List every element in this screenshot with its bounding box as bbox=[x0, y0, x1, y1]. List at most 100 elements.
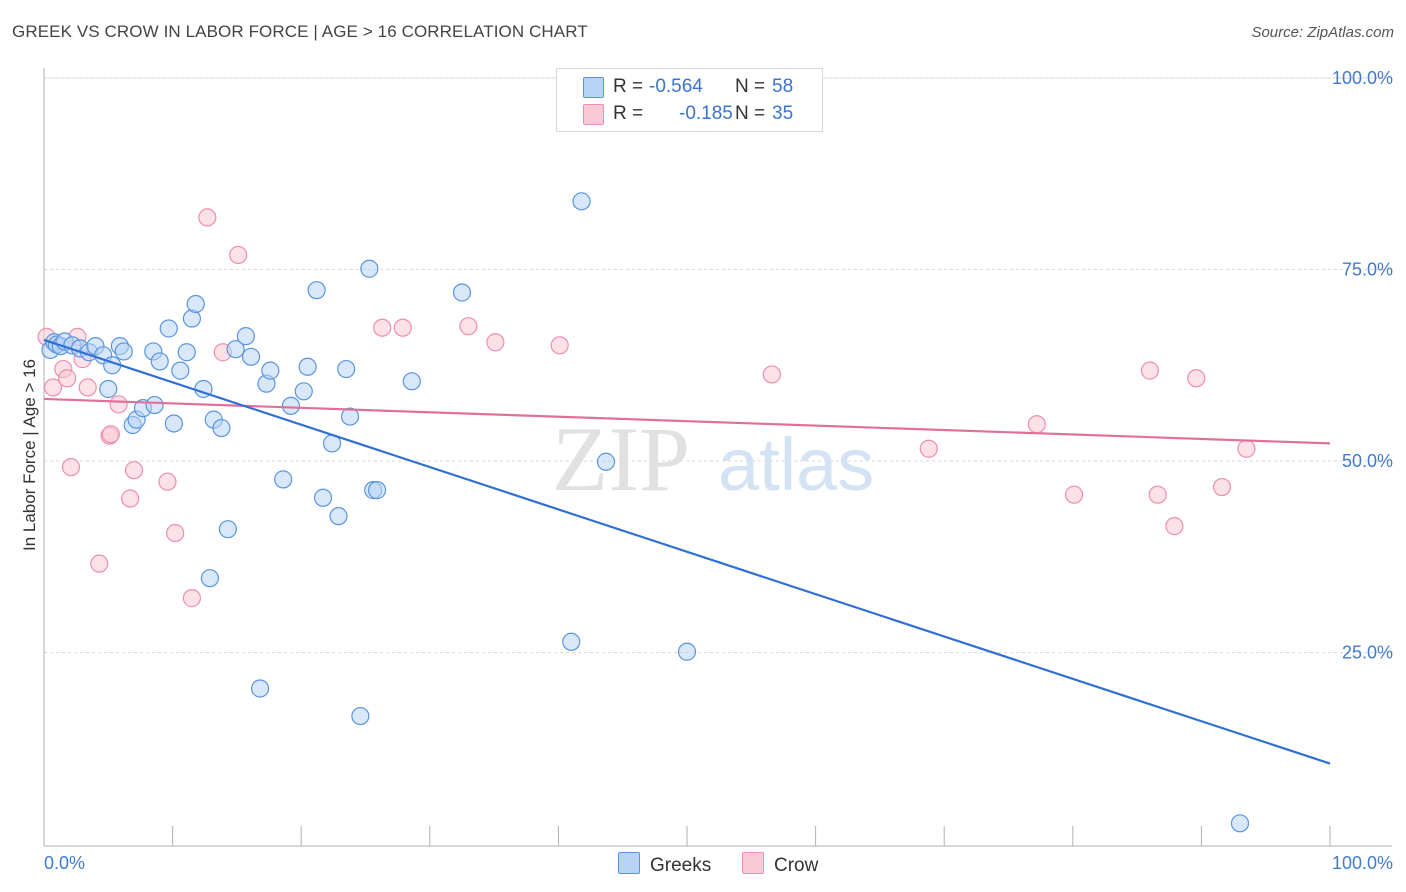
crow-point-21 bbox=[393, 318, 412, 337]
greeks-point-20 bbox=[159, 319, 178, 338]
crow-point-10 bbox=[101, 425, 120, 444]
crow-point-34 bbox=[1237, 439, 1256, 458]
greeks-trend-line bbox=[43, 338, 1331, 765]
greeks-point-25 bbox=[186, 294, 205, 314]
crow-point-26 bbox=[919, 439, 938, 458]
crow-point-8 bbox=[90, 554, 109, 573]
y-tick-label-25: 25.0% bbox=[1342, 643, 1393, 663]
y-tick-label-100: 100.0% bbox=[1332, 68, 1393, 88]
axes bbox=[43, 68, 1392, 847]
crow-point-20 bbox=[373, 318, 392, 337]
bottom-legend-greeks: Greeks bbox=[618, 852, 711, 877]
greeks-point-55 bbox=[596, 452, 616, 471]
y-tick-label-50: 50.0% bbox=[1342, 451, 1393, 471]
greeks-point-34 bbox=[250, 679, 270, 698]
greeks-point-53 bbox=[562, 632, 581, 651]
crow-point-28 bbox=[1064, 485, 1084, 504]
greeks-point-38 bbox=[281, 396, 301, 415]
source-label: Source: ZipAtlas.com bbox=[1251, 24, 1394, 41]
crow-swatch bbox=[583, 104, 604, 125]
watermark-atlas: atlas bbox=[718, 423, 874, 506]
greeks-point-48 bbox=[360, 259, 379, 278]
crow-point-25 bbox=[762, 365, 781, 384]
greeks-point-41 bbox=[307, 281, 326, 300]
greeks-point-10 bbox=[99, 379, 118, 399]
crow-points bbox=[37, 208, 1256, 608]
crow-point-7 bbox=[78, 378, 97, 397]
crow-point-19 bbox=[229, 245, 248, 265]
crow-point-31 bbox=[1165, 517, 1184, 536]
crow-point-30 bbox=[1148, 485, 1167, 504]
gridlines bbox=[44, 77, 1392, 653]
greeks-point-29 bbox=[212, 418, 231, 438]
crow-point-24 bbox=[550, 336, 569, 355]
greeks-point-32 bbox=[236, 327, 256, 346]
crow-point-13 bbox=[124, 461, 144, 480]
crow-trend-line bbox=[43, 397, 1331, 445]
crow-legend-swatch bbox=[742, 852, 764, 874]
x-tick-label-min: 0.0% bbox=[44, 853, 85, 873]
greeks-point-47 bbox=[351, 706, 370, 726]
greeks-point-23 bbox=[177, 343, 196, 362]
greeks-n-value: 58 bbox=[772, 76, 794, 97]
correlation-legend: R = -0.564 N = 58 R = -0.185 N = 35 bbox=[556, 68, 823, 132]
watermark: ZIP atlas bbox=[552, 408, 874, 510]
greeks-point-57 bbox=[1230, 814, 1250, 833]
greeks-point-54 bbox=[572, 192, 591, 211]
greeks-legend-label: Greeks bbox=[650, 855, 712, 876]
crow-point-11 bbox=[109, 395, 128, 414]
greeks-point-51 bbox=[402, 372, 421, 391]
crow-n-value: 35 bbox=[772, 103, 794, 124]
crow-point-14 bbox=[158, 472, 177, 491]
crow-point-33 bbox=[1212, 477, 1232, 497]
greeks-point-21 bbox=[164, 414, 183, 433]
greeks-point-33 bbox=[241, 347, 261, 366]
crow-legend-label: Crow bbox=[774, 855, 819, 876]
crow-point-17 bbox=[198, 208, 217, 227]
greeks-point-44 bbox=[329, 507, 348, 526]
greeks-point-37 bbox=[274, 470, 293, 489]
chart-title: GREEK VS CROW IN LABOR FORCE | AGE > 16 … bbox=[12, 22, 588, 41]
greeks-point-30 bbox=[218, 520, 237, 539]
greeks-point-36 bbox=[261, 361, 280, 380]
greeks-point-42 bbox=[313, 488, 333, 507]
crow-point-3 bbox=[58, 369, 77, 388]
greeks-point-17 bbox=[145, 395, 164, 415]
greeks-swatch bbox=[583, 77, 604, 98]
watermark-zip: ZIP bbox=[552, 408, 690, 510]
crow-point-27 bbox=[1027, 415, 1046, 434]
greeks-point-22 bbox=[171, 361, 190, 380]
crow-point-15 bbox=[166, 523, 185, 543]
greeks-legend-swatch bbox=[618, 852, 640, 874]
greeks-point-46 bbox=[340, 407, 360, 426]
greeks-point-52 bbox=[452, 283, 472, 302]
greeks-point-40 bbox=[298, 357, 317, 376]
crow-point-16 bbox=[182, 589, 201, 608]
greeks-point-27 bbox=[200, 569, 219, 588]
greeks-point-56 bbox=[677, 642, 697, 661]
greeks-points bbox=[41, 192, 1250, 833]
greeks-point-50 bbox=[367, 481, 387, 500]
greeks-r-value: -0.564 bbox=[649, 76, 703, 97]
crow-r-label: R = bbox=[613, 103, 644, 124]
greeks-point-19 bbox=[150, 352, 169, 371]
y-tick-label-75: 75.0% bbox=[1342, 260, 1393, 280]
greeks-n-label: N = bbox=[735, 76, 766, 97]
bottom-legend-crow: Crow bbox=[742, 852, 818, 877]
crow-point-1 bbox=[43, 378, 63, 397]
tick-labels: 25.0% 50.0% 75.0% 100.0% 0.0% 100.0% bbox=[44, 68, 1393, 873]
crow-point-12 bbox=[121, 489, 140, 508]
crow-point-32 bbox=[1187, 369, 1206, 388]
trend-lines bbox=[43, 338, 1331, 765]
crow-point-22 bbox=[459, 317, 478, 336]
greeks-point-45 bbox=[337, 359, 356, 379]
crow-point-23 bbox=[486, 333, 505, 352]
crow-point-29 bbox=[1140, 361, 1160, 380]
x-tick-label-max: 100.0% bbox=[1332, 853, 1393, 873]
greeks-point-39 bbox=[294, 382, 313, 401]
crow-point-4 bbox=[61, 458, 81, 477]
greeks-point-13 bbox=[114, 342, 133, 361]
crow-r-value: -0.185 bbox=[679, 103, 733, 124]
greeks-r-label: R = bbox=[613, 76, 644, 97]
